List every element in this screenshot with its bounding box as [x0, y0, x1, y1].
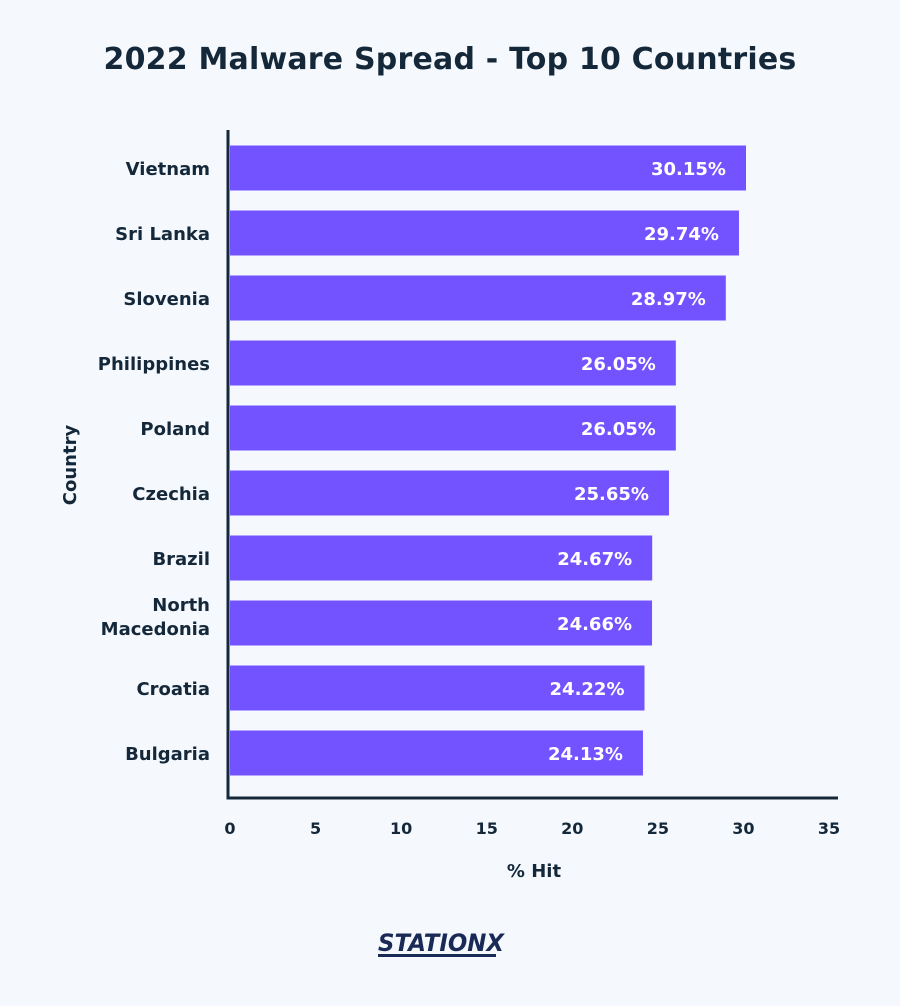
x-tick-label: 30	[732, 819, 754, 838]
category-label: Philippines	[98, 354, 210, 375]
bar-value-label: 29.74%	[644, 224, 719, 245]
x-tick-label: 35	[818, 819, 840, 838]
x-axis-title: % Hit	[507, 861, 562, 882]
category-label: Slovenia	[123, 289, 210, 310]
category-label: Czechia	[132, 484, 210, 505]
category-label: Vietnam	[126, 159, 210, 180]
bar	[230, 145, 746, 191]
bar	[230, 730, 643, 776]
logo-underline	[378, 954, 496, 957]
bar-value-label: 24.66%	[557, 614, 632, 635]
category-label: Brazil	[152, 549, 210, 570]
chart-title: 2022 Malware Spread - Top 10 Countries	[103, 42, 797, 77]
x-tick-label: 10	[390, 819, 412, 838]
bar-value-label: 24.22%	[550, 679, 625, 700]
x-tick-label: 0	[224, 819, 235, 838]
bar	[230, 665, 645, 711]
bar	[230, 275, 726, 321]
category-label: Bulgaria	[125, 744, 210, 765]
bar	[230, 470, 669, 516]
bar	[230, 210, 739, 256]
bar	[230, 405, 676, 451]
x-tick-label: 5	[310, 819, 321, 838]
bar	[230, 600, 653, 646]
stationx-logo-text: STATIONX	[378, 929, 505, 957]
category-label: North Macedonia	[101, 595, 210, 640]
stationx-logo: STATIONX	[378, 929, 505, 957]
category-label: Sri Lanka	[115, 224, 210, 245]
category-label: Poland	[140, 419, 210, 440]
bar-value-label: 24.13%	[548, 744, 623, 765]
bar-value-label: 25.65%	[574, 484, 649, 505]
bar-value-label: 26.05%	[581, 419, 656, 440]
y-axis-title: Country	[60, 425, 81, 506]
x-tick-label: 15	[476, 819, 498, 838]
bar-value-label: 26.05%	[581, 354, 656, 375]
category-label: Croatia	[136, 679, 210, 700]
bar-value-label: 24.67%	[557, 549, 632, 570]
x-tick-label: 20	[561, 819, 583, 838]
x-tick-label: 25	[647, 819, 669, 838]
bar-value-label: 30.15%	[651, 159, 726, 180]
bar-value-label: 28.97%	[631, 289, 706, 310]
bar	[230, 535, 653, 581]
bar	[230, 340, 676, 386]
